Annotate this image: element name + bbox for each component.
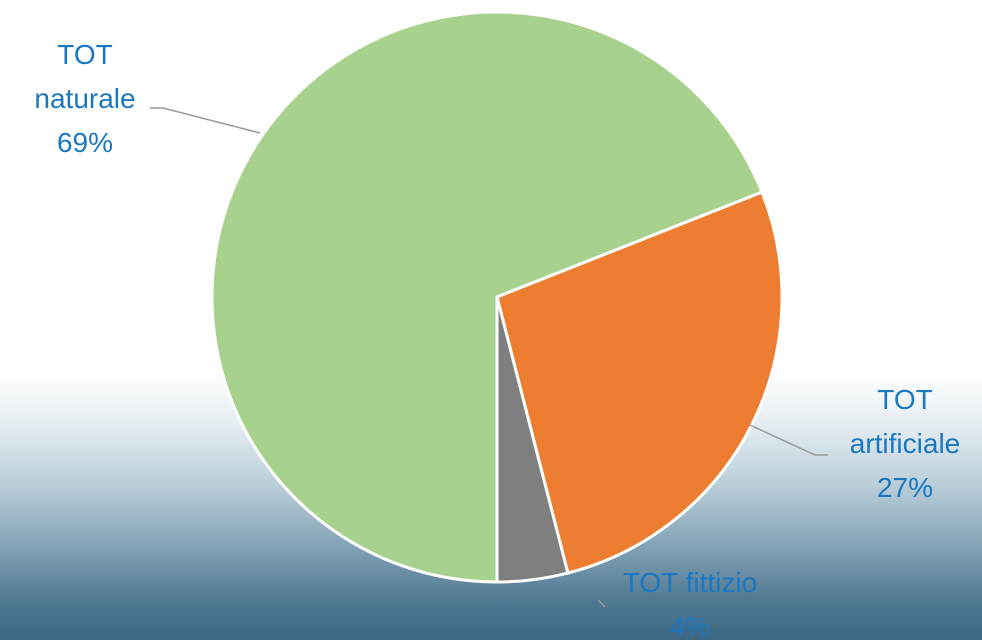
- value-label: 69%: [56, 127, 114, 158]
- data-label: TOT artificiale 27%: [820, 378, 982, 510]
- value-label: 27%: [876, 472, 934, 503]
- data-label: TOT naturale 69%: [10, 33, 160, 165]
- pie-slice: [210, 10, 764, 584]
- leader-line: [597, 599, 606, 608]
- value-label: 4%: [669, 611, 711, 640]
- category-label: TOT artificiale: [849, 384, 961, 459]
- leader-line: [150, 107, 261, 134]
- category-label: TOT naturale: [34, 39, 136, 114]
- data-label: TOT fittizio 4%: [560, 561, 820, 640]
- pie-slice: [495, 190, 784, 575]
- pie-slice: [495, 296, 570, 584]
- category-label: TOT fittizio: [622, 567, 758, 598]
- leader-line: [749, 424, 828, 456]
